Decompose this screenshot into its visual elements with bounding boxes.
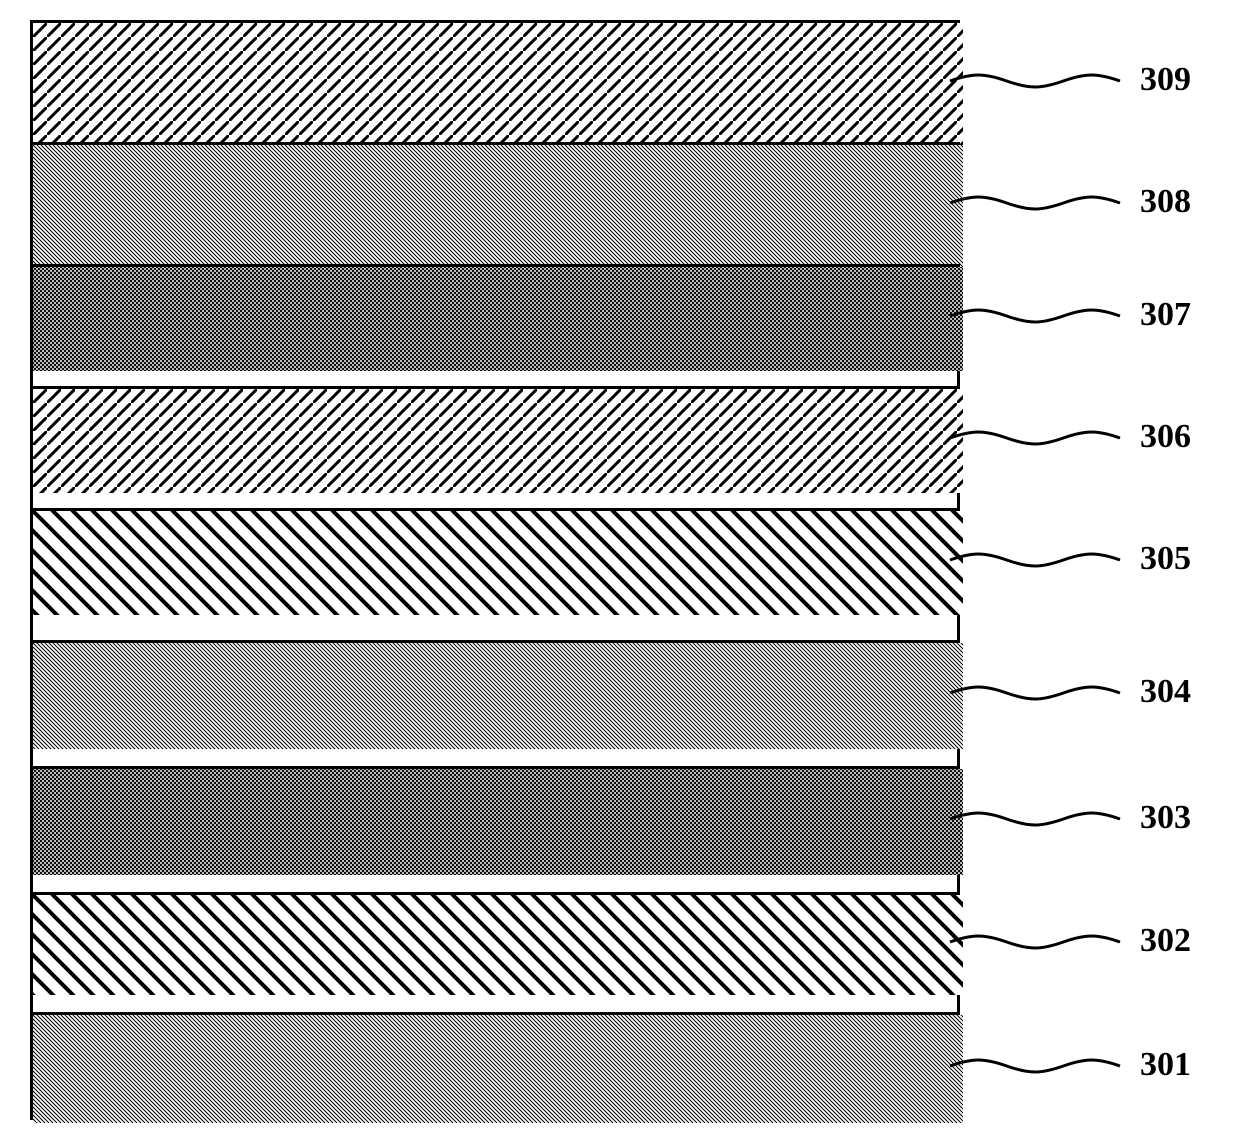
label-302: 302 (1140, 922, 1191, 960)
leader-306 (950, 418, 1120, 458)
layer-303 (30, 766, 960, 872)
leader-305 (950, 540, 1120, 580)
layer-309 (30, 20, 960, 142)
label-305: 305 (1140, 540, 1191, 578)
layer-301-pattern (33, 1015, 963, 1123)
leader-307 (950, 296, 1120, 336)
layer-305 (30, 508, 960, 612)
layer-301 (30, 1012, 960, 1120)
leader-302 (950, 922, 1120, 962)
leader-309 (950, 61, 1120, 101)
leader-301 (950, 1046, 1120, 1086)
layer-308-pattern (33, 145, 963, 267)
leader-303 (950, 799, 1120, 839)
leader-308 (950, 183, 1120, 223)
label-304: 304 (1140, 673, 1191, 711)
layer-302-pattern (33, 895, 963, 995)
layer-306-pattern (33, 389, 963, 493)
figure-canvas: 309 308 307 306 305 304 303 302 301 (0, 0, 1240, 1140)
label-307: 307 (1140, 296, 1191, 334)
layer-308 (30, 142, 960, 264)
label-306: 306 (1140, 418, 1191, 456)
layer-303-pattern (33, 769, 963, 875)
layer-304 (30, 640, 960, 746)
layer-306 (30, 386, 960, 490)
layer-302 (30, 892, 960, 992)
leader-304 (950, 673, 1120, 713)
layer-307 (30, 264, 960, 368)
layer-304-pattern (33, 643, 963, 749)
layer-309-pattern (33, 23, 963, 145)
layer-307-pattern (33, 267, 963, 371)
label-301: 301 (1140, 1046, 1191, 1084)
label-309: 309 (1140, 61, 1191, 99)
layer-305-pattern (33, 511, 963, 615)
label-303: 303 (1140, 799, 1191, 837)
label-308: 308 (1140, 183, 1191, 221)
